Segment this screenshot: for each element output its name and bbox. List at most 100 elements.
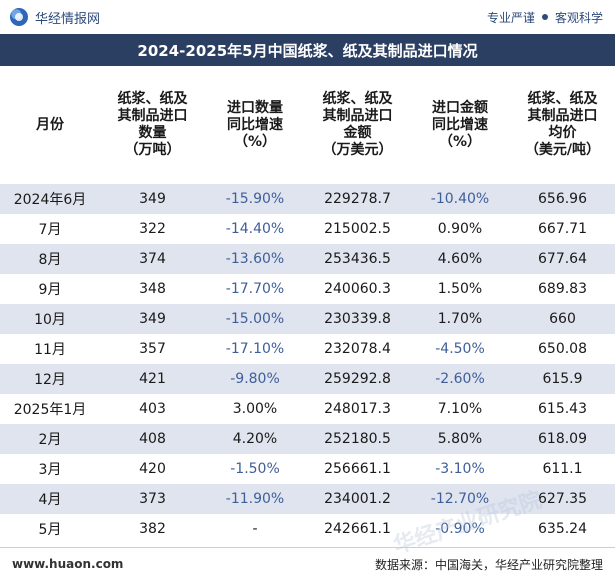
column-header-quantity-yoy: 进口数量 同比增速 （%） xyxy=(227,99,283,150)
column-header-avg-price: 纸浆、纸及 其制品进口 均价 （美元/吨） xyxy=(524,91,601,158)
cell-amount-yoy: -2.60% xyxy=(410,364,510,394)
table-row: 8月 374 -13.60% 253436.5 4.60% 677.64 xyxy=(0,244,615,274)
cell-month: 11月 xyxy=(0,334,100,364)
cell-month: 4月 xyxy=(0,484,100,514)
cell-avg-price: 677.64 xyxy=(510,244,615,274)
table-row: 2月 408 4.20% 252180.5 5.80% 618.09 xyxy=(0,424,615,454)
cell-month: 9月 xyxy=(0,274,100,304)
cell-avg-price: 660 xyxy=(510,304,615,334)
cell-quantity-yoy: -11.90% xyxy=(205,484,305,514)
cell-amount-yoy: 1.70% xyxy=(410,304,510,334)
cell-amount: 253436.5 xyxy=(305,244,410,274)
cell-month: 2月 xyxy=(0,424,100,454)
cell-month: 10月 xyxy=(0,304,100,334)
cell-quantity-yoy: -1.50% xyxy=(205,454,305,484)
cell-amount: 240060.3 xyxy=(305,274,410,304)
cell-amount: 232078.4 xyxy=(305,334,410,364)
cell-amount-yoy: 1.50% xyxy=(410,274,510,304)
cell-avg-price: 689.83 xyxy=(510,274,615,304)
cell-quantity: 421 xyxy=(100,364,205,394)
cell-avg-price: 627.35 xyxy=(510,484,615,514)
cell-quantity: 349 xyxy=(100,184,205,214)
cell-amount-yoy: -12.70% xyxy=(410,484,510,514)
cell-avg-price: 611.1 xyxy=(510,454,615,484)
import-table: 月份 纸浆、纸及 其制品进口 数量 （万吨） 进口数量 同比增速 （%） 纸浆、… xyxy=(0,66,615,544)
cell-month: 2024年6月 xyxy=(0,184,100,214)
table-body: 2024年6月 349 -15.90% 229278.7 -10.40% 656.96 7月… xyxy=(0,184,615,544)
cell-amount: 215002.5 xyxy=(305,214,410,244)
cell-quantity: 349 xyxy=(100,304,205,334)
cell-quantity: 408 xyxy=(100,424,205,454)
cell-quantity-yoy: -15.00% xyxy=(205,304,305,334)
brand: 华经情报网 xyxy=(10,8,100,27)
cell-quantity: 420 xyxy=(100,454,205,484)
cell-amount: 252180.5 xyxy=(305,424,410,454)
cell-quantity-yoy: -17.70% xyxy=(205,274,305,304)
cell-month: 7月 xyxy=(0,214,100,244)
table-row: 9月 348 -17.70% 240060.3 1.50% 689.83 xyxy=(0,274,615,304)
tagline: 专业严谨 客观科学 xyxy=(487,9,603,26)
cell-amount: 256661.1 xyxy=(305,454,410,484)
cell-amount-yoy: -10.40% xyxy=(410,184,510,214)
cell-quantity-yoy: -9.80% xyxy=(205,364,305,394)
cell-quantity: 374 xyxy=(100,244,205,274)
cell-amount-yoy: -0.90% xyxy=(410,514,510,544)
dot-separator-icon xyxy=(541,14,548,20)
top-bar: 华经情报网 专业严谨 客观科学 xyxy=(0,0,615,34)
cell-avg-price: 615.9 xyxy=(510,364,615,394)
column-header-amount-yoy: 进口金额 同比增速 （%） xyxy=(432,99,488,150)
cell-month: 8月 xyxy=(0,244,100,274)
slogan-left: 专业严谨 xyxy=(486,10,535,25)
table-row: 7月 322 -14.40% 215002.5 0.90% 667.71 xyxy=(0,214,615,244)
cell-quantity-yoy: -14.40% xyxy=(205,214,305,244)
cell-amount: 259292.8 xyxy=(305,364,410,394)
cell-avg-price: 656.96 xyxy=(510,184,615,214)
cell-month: 3月 xyxy=(0,454,100,484)
table-row: 11月 357 -17.10% 232078.4 -4.50% 650.08 xyxy=(0,334,615,364)
cell-quantity-yoy: -13.60% xyxy=(205,244,305,274)
cell-quantity: 357 xyxy=(100,334,205,364)
cell-amount: 248017.3 xyxy=(305,394,410,424)
cell-quantity: 403 xyxy=(100,394,205,424)
cell-quantity: 382 xyxy=(100,514,205,544)
cell-avg-price: 635.24 xyxy=(510,514,615,544)
table-row: 10月 349 -15.00% 230339.8 1.70% 660 xyxy=(0,304,615,334)
cell-quantity-yoy: - xyxy=(205,514,305,544)
table-row: 2025年1月 403 3.00% 248017.3 7.10% 615.43 xyxy=(0,394,615,424)
cell-amount: 230339.8 xyxy=(305,304,410,334)
cell-amount-yoy: 0.90% xyxy=(410,214,510,244)
footer-site: www.huaon.com xyxy=(12,557,124,571)
cell-avg-price: 667.71 xyxy=(510,214,615,244)
cell-amount: 242661.1 xyxy=(305,514,410,544)
brand-logo-icon xyxy=(10,8,28,26)
cell-avg-price: 618.09 xyxy=(510,424,615,454)
slogan-right: 客观科学 xyxy=(554,10,603,25)
cell-quantity: 373 xyxy=(100,484,205,514)
cell-quantity-yoy: 3.00% xyxy=(205,394,305,424)
column-header-quantity: 纸浆、纸及 其制品进口 数量 （万吨） xyxy=(117,91,188,158)
column-header-month: 月份 xyxy=(36,116,64,133)
brand-name: 华经情报网 xyxy=(35,11,101,27)
table-row: 5月 382-242661.1 -0.90% 635.24 xyxy=(0,514,615,544)
cell-month: 12月 xyxy=(0,364,100,394)
table-row: 12月 421 -9.80% 259292.8 -2.60% 615.9 xyxy=(0,364,615,394)
cell-quantity: 322 xyxy=(100,214,205,244)
cell-amount-yoy: 7.10% xyxy=(410,394,510,424)
footer-source: 数据来源：中国海关，华经产业研究院整理 xyxy=(374,557,603,572)
cell-avg-price: 615.43 xyxy=(510,394,615,424)
cell-avg-price: 650.08 xyxy=(510,334,615,364)
table-row: 3月 420 -1.50% 256661.1 -3.10% 611.1 xyxy=(0,454,615,484)
footer: www.huaon.com 数据来源：中国海关，华经产业研究院整理 xyxy=(0,547,615,580)
cell-quantity-yoy: -15.90% xyxy=(205,184,305,214)
cell-month: 5月 xyxy=(0,514,100,544)
cell-amount-yoy: -4.50% xyxy=(410,334,510,364)
column-header-amount: 纸浆、纸及 其制品进口 金额 （万美元） xyxy=(322,91,393,158)
table-header-row: 月份 纸浆、纸及 其制品进口 数量 （万吨） 进口数量 同比增速 （%） 纸浆、… xyxy=(0,66,615,184)
table-title: 2024-2025年5月中国纸浆、纸及其制品进口情况 xyxy=(0,34,615,66)
cell-amount: 234001.2 xyxy=(305,484,410,514)
cell-amount-yoy: 5.80% xyxy=(410,424,510,454)
cell-amount: 229278.7 xyxy=(305,184,410,214)
cell-amount-yoy: 4.60% xyxy=(410,244,510,274)
cell-month: 2025年1月 xyxy=(0,394,100,424)
cell-amount-yoy: -3.10% xyxy=(410,454,510,484)
